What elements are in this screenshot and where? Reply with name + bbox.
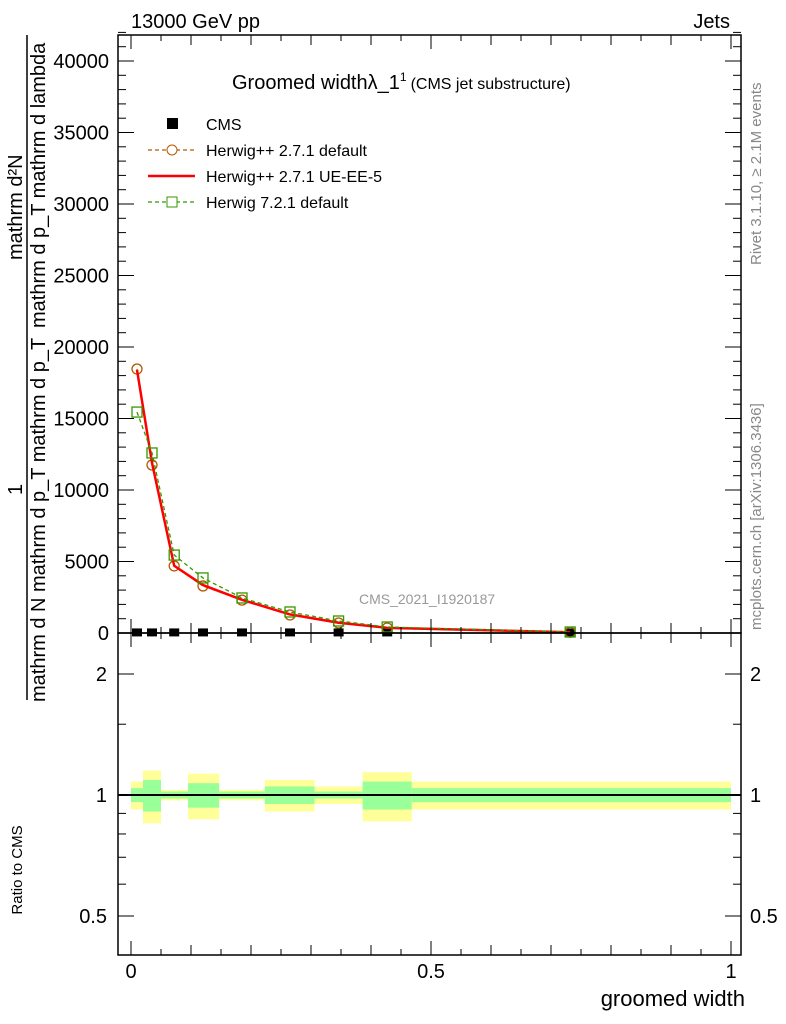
ratio-tick-label-right: 1 (750, 785, 761, 807)
ratio-tick-label-right: 0.5 (750, 906, 778, 928)
y-label-den-b: mathrm d p_T mathrm d lambda (28, 42, 50, 328)
legend-label: Herwig++ 2.7.1 UE-EE-5 (206, 169, 382, 186)
y-tick-label: 25000 (53, 266, 109, 288)
herwig7-point (131, 406, 143, 418)
legend-label: Herwig++ 2.7.1 default (206, 143, 368, 160)
herwig7-point (564, 626, 576, 638)
ratio-bands (118, 770, 741, 824)
y-label-one: 1 (5, 484, 27, 495)
x-tick-label: 0.5 (417, 961, 445, 983)
series-line-2 (135, 369, 571, 634)
legend-square-icon (166, 196, 178, 208)
axis-ticks: 0 0.5 1 0 5000 10000 15000 20000 25000 30000 35000… (53, 31, 778, 983)
y-axis-label: mathrm d²N 1 mathrm d N mathrm d p_T mat… (5, 35, 50, 702)
x-tick-label: 0 (125, 961, 136, 983)
y-tick-label: 10000 (53, 480, 109, 502)
chart-title: Groomed widthλ_11 (CMS jet substructure) (232, 70, 571, 94)
ratio-tick-label: 1 (96, 785, 107, 807)
series-line-3 (136, 411, 571, 633)
legend-label: Herwig 7.2.1 default (206, 195, 349, 212)
x-axis-label: groomed width (601, 986, 745, 1011)
ratio-tick-label-right: 2 (750, 664, 761, 686)
legend-label: CMS (206, 117, 242, 134)
y-label-den-a: mathrm d N mathrm d p_T mathrm d p_T (28, 338, 50, 702)
header-right: Jets (693, 11, 730, 33)
y-tick-label: 20000 (53, 337, 109, 359)
mcplots-info: mcplots.cern.ch [arXiv:1306.3436] (748, 403, 765, 630)
x-tick-label: 1 (725, 961, 736, 983)
herwig7-point (284, 606, 296, 618)
legend-marker-cms (167, 118, 178, 129)
herwig7-point (168, 549, 180, 561)
y-tick-label: 5000 (65, 552, 110, 574)
herwig7-point (236, 592, 248, 604)
ratio-tick-label: 2 (96, 664, 107, 686)
header-left: 13000 GeV pp (131, 11, 260, 33)
legend: CMS Herwig++ 2.7.1 default Herwig++ 2.7.1 … (148, 117, 382, 212)
y-tick-label: 15000 (53, 409, 109, 431)
rivet-info: Rivet 3.1.10, ≥ 2.1M events (748, 83, 765, 266)
ratio-y-label: Ratio to CMS (9, 825, 26, 914)
watermark: CMS_2021_I1920187 (359, 591, 495, 607)
series-line-1 (136, 368, 571, 633)
y-tick-label: 40000 (53, 51, 109, 73)
ratio-frame (117, 632, 742, 956)
y-tick-label: 0 (98, 623, 109, 645)
herwig7-point (332, 615, 345, 627)
ratio-tick-label: 0.5 (79, 906, 107, 928)
y-tick-label: 30000 (53, 194, 109, 216)
main-marks (131, 363, 576, 638)
y-label-numerator: mathrm d²N (5, 154, 27, 260)
herwig7-point (146, 447, 158, 459)
y-tick-label: 35000 (53, 123, 109, 145)
herwig7-point (197, 572, 209, 584)
legend-circle-icon (166, 144, 178, 156)
herwig7-point (381, 621, 393, 633)
